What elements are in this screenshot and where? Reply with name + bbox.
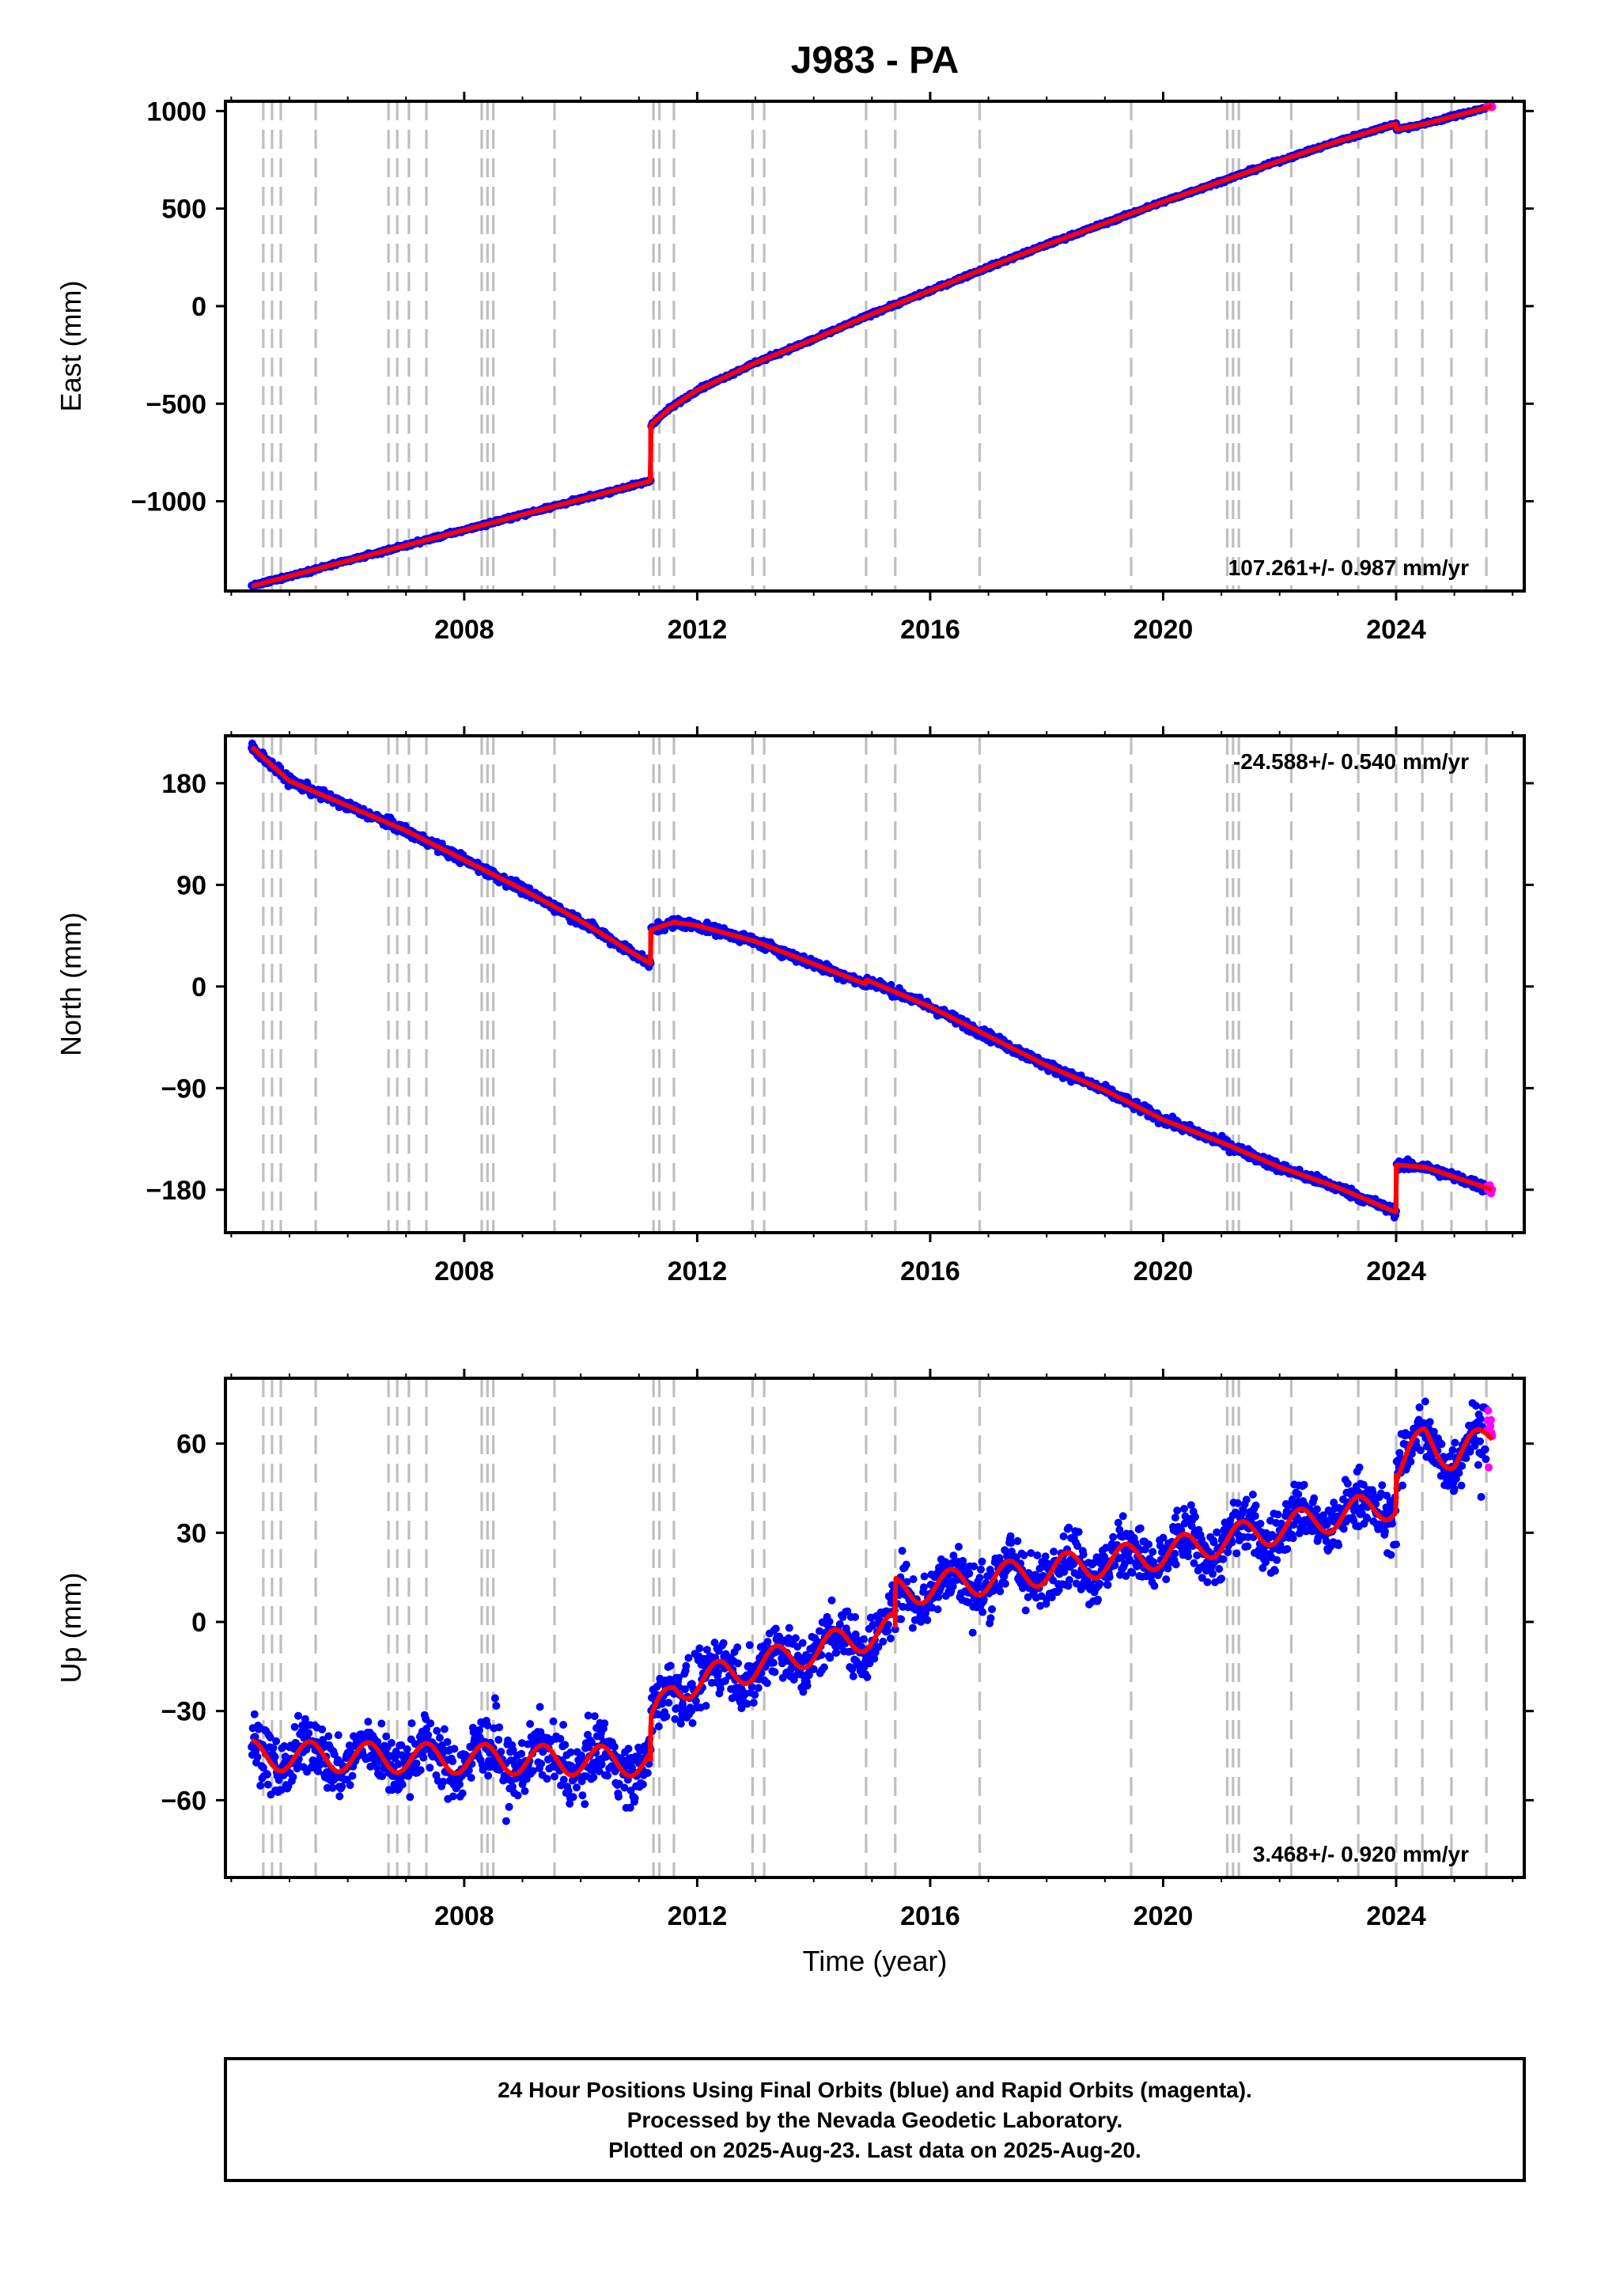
y-tick-label: 500: [161, 195, 206, 225]
final-orbit-point: [440, 1725, 449, 1733]
final-orbit-point: [513, 1791, 522, 1800]
y-tick-label: −90: [161, 1074, 206, 1104]
final-orbit-point: [256, 1781, 265, 1790]
final-orbit-point: [253, 1752, 262, 1761]
final-orbit-point: [467, 1774, 475, 1782]
final-orbit-point: [443, 1737, 452, 1746]
x-tick-label: 2024: [1366, 615, 1426, 645]
final-orbit-point: [424, 1730, 433, 1739]
y-tick-label: 0: [191, 292, 206, 322]
plot-area: [248, 101, 1497, 591]
final-orbit-point: [338, 1783, 346, 1790]
final-orbit-point: [412, 1759, 421, 1767]
final-orbit-point: [324, 1732, 333, 1741]
x-tick-label: 2020: [1134, 615, 1194, 645]
final-orbit-point: [318, 1725, 327, 1733]
final-orbit-point: [305, 1729, 313, 1737]
x-tick-label: 2016: [900, 1256, 960, 1286]
final-orbit-point: [269, 1744, 278, 1752]
y-tick-label: 90: [176, 870, 206, 900]
final-orbit-point: [272, 1737, 281, 1745]
final-orbit-point: [450, 1745, 459, 1753]
y-tick-label: 180: [161, 769, 206, 799]
final-orbit-point: [398, 1780, 407, 1789]
final-orbit-point: [495, 1723, 504, 1732]
final-orbit-point: [407, 1719, 416, 1728]
final-orbit-point: [334, 1731, 343, 1740]
final-orbit-point: [364, 1718, 373, 1726]
x-tick-label: 2024: [1366, 1256, 1426, 1286]
final-orbit-point: [250, 1710, 259, 1718]
chart-title: J983 - PA: [791, 40, 959, 81]
final-orbit-point: [436, 1733, 444, 1742]
final-orbit-point: [458, 1789, 467, 1798]
panel-east: 2008 2012 2016 2020 2024 1000 500 0 −500 −1000 Eas…: [55, 92, 1534, 645]
final-orbit-point: [335, 1792, 344, 1801]
final-orbit-point: [346, 1781, 354, 1790]
final-orbit-point: [290, 1722, 299, 1731]
y-tick-label: −500: [146, 389, 206, 419]
x-tick-label: 2020: [1134, 1256, 1194, 1286]
y-tick-label: −1000: [131, 487, 207, 517]
final-orbit-point: [289, 1773, 297, 1781]
final-orbit-point: [377, 1719, 386, 1728]
final-orbit-point: [263, 1770, 271, 1779]
y-tick-label: 1000: [146, 97, 206, 127]
final-orbit-point: [263, 1780, 272, 1789]
velocity-label: -24.588+/- 0.540 mm/yr: [1233, 749, 1469, 774]
final-orbit-point: [426, 1764, 434, 1772]
final-orbit-point: [501, 1817, 510, 1825]
final-orbit-point: [271, 1752, 279, 1761]
final-orbit-point: [505, 1802, 513, 1811]
y-tick-label: −180: [146, 1176, 206, 1206]
final-orbit-point: [382, 1732, 391, 1741]
final-orbit-point: [294, 1711, 302, 1720]
x-tick-label: 2008: [434, 1256, 494, 1286]
final-orbit-point: [419, 1753, 428, 1762]
final-orbit-point: [416, 1766, 425, 1775]
final-orbit-point: [456, 1780, 464, 1789]
final-orbit-point: [449, 1792, 457, 1801]
final-orbit-point: [406, 1793, 414, 1802]
final-orbit-point: [433, 1726, 441, 1735]
panels: 2008 2012 2016 2020 2024 1000 500 0 −500 −1000 Eas…: [55, 92, 1534, 1977]
final-orbit-point: [484, 1771, 493, 1780]
final-orbit-point: [348, 1771, 357, 1780]
x-tick-label: 2012: [668, 615, 728, 645]
final-orbit-point: [387, 1738, 396, 1747]
final-orbit-point: [492, 1702, 501, 1710]
final-orbit-point: [426, 1719, 435, 1728]
y-axis-label: North (mm): [55, 912, 87, 1056]
x-tick-label: 2008: [434, 615, 494, 645]
x-tick-label: 2016: [900, 615, 960, 645]
x-tick-label: 2012: [668, 1256, 728, 1286]
velocity-label: 107.261+/- 0.987 mm/yr: [1228, 555, 1469, 580]
y-axis-label: East (mm): [55, 281, 87, 412]
y-tick-label: 0: [191, 972, 206, 1002]
final-orbit-point: [490, 1694, 499, 1703]
final-orbit-point: [449, 1757, 457, 1766]
final-orbit-point: [494, 1736, 503, 1744]
